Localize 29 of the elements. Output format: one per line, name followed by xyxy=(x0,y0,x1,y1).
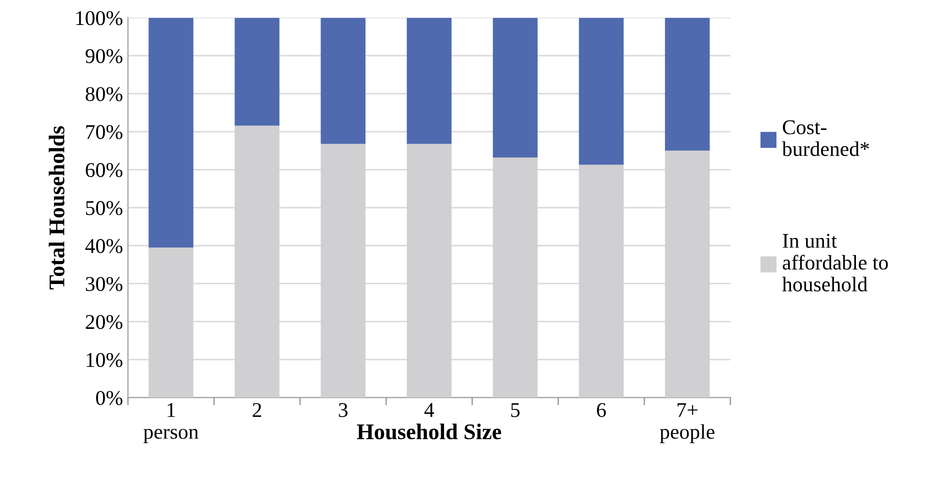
legend-label: In unit affordable to household xyxy=(782,234,888,292)
x-tick-label: 5 xyxy=(511,403,520,418)
y-tick-label: 60% xyxy=(86,163,122,178)
y-tick-label: 40% xyxy=(85,239,122,254)
x-axis-title: Household Size xyxy=(357,424,502,440)
bar xyxy=(148,18,194,248)
bar xyxy=(578,18,624,165)
y-tick-label: 70% xyxy=(86,125,122,140)
y-tick-label: 10% xyxy=(86,352,122,368)
y-tick-label: 80% xyxy=(86,87,122,102)
x-tick-label: 6 xyxy=(596,403,606,418)
y-tick-label: 90% xyxy=(86,49,122,64)
legend-label: Cost- burdened* xyxy=(782,120,869,156)
x-tick-label: 7+ people xyxy=(660,403,714,444)
y-axis-title: Total Households xyxy=(48,126,64,290)
bar xyxy=(492,18,538,158)
bar xyxy=(320,18,366,144)
y-tick-label: 0% xyxy=(96,390,122,406)
bar xyxy=(234,18,280,126)
bar xyxy=(664,18,710,151)
x-tick-label: 4 xyxy=(424,403,434,417)
y-tick-label: 100% xyxy=(76,11,122,26)
x-tick-label: 3 xyxy=(338,403,348,418)
y-tick-label: 30% xyxy=(86,276,122,292)
y-tick-label: 50% xyxy=(86,201,122,216)
x-tick-label: 2 xyxy=(252,403,262,417)
bar xyxy=(406,18,452,144)
x-tick-label: 1 person xyxy=(144,403,198,444)
y-tick-label: 20% xyxy=(86,314,122,330)
